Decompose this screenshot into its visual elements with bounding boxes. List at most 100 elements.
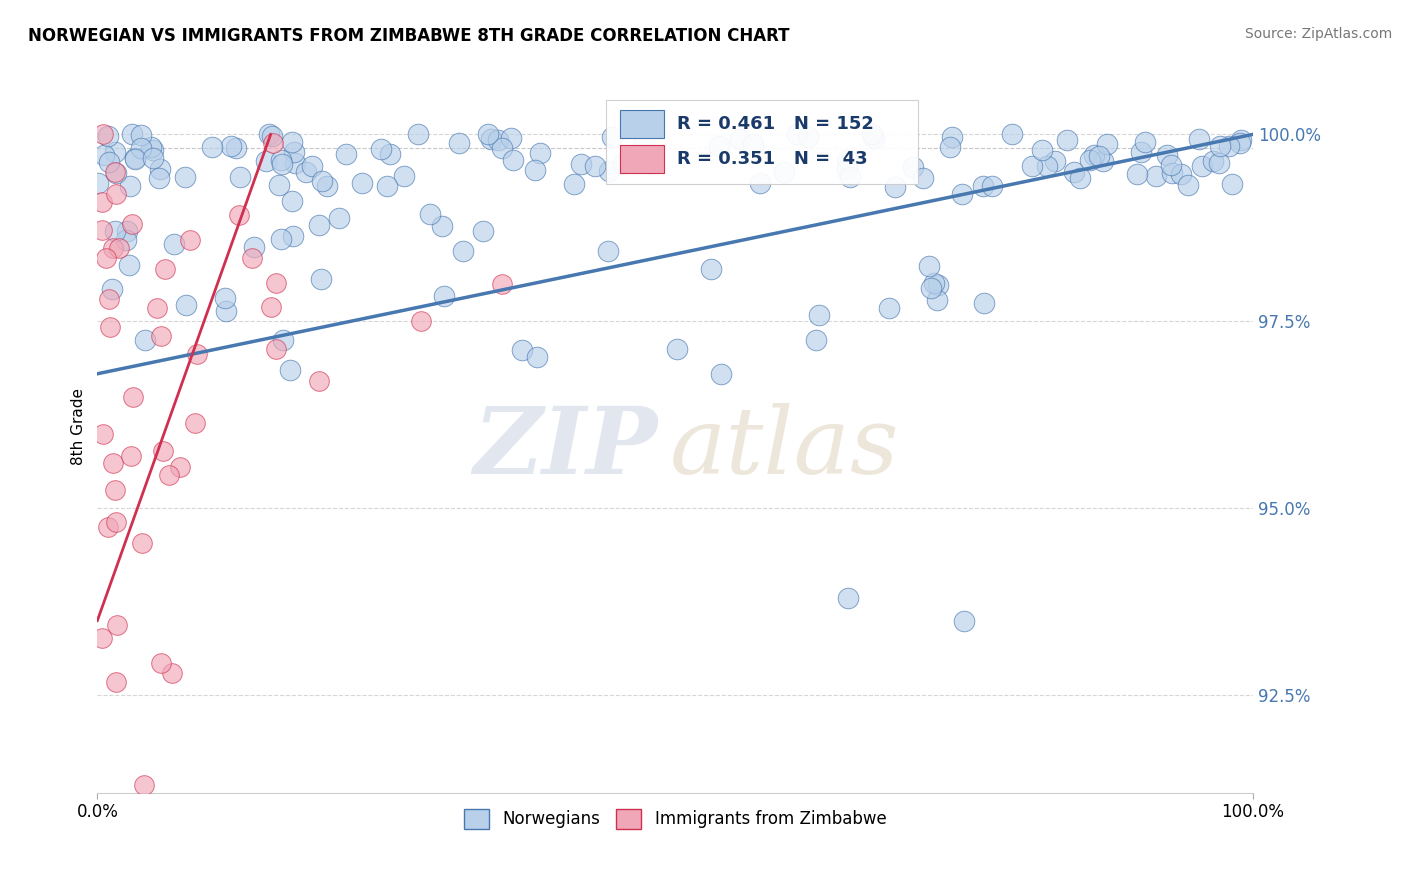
Y-axis label: 8th Grade: 8th Grade: [72, 388, 86, 465]
Point: [91, 195, 114, 210]
Point: [1083, 148, 1105, 162]
Point: [773, 165, 796, 179]
Point: [1056, 133, 1078, 147]
Point: [270, 153, 292, 167]
Point: [105, 618, 128, 632]
Point: [1144, 169, 1167, 183]
Point: [491, 141, 513, 155]
Point: [200, 139, 222, 153]
Point: [1156, 148, 1178, 162]
Point: [394, 169, 416, 183]
Point: [449, 136, 471, 150]
Point: [94, 251, 117, 265]
Point: [115, 224, 138, 238]
Point: [1035, 159, 1057, 173]
Point: [186, 346, 208, 360]
Point: [1069, 171, 1091, 186]
Text: ZIP: ZIP: [474, 403, 658, 493]
Point: [863, 131, 886, 145]
Point: [281, 136, 304, 150]
Point: [433, 289, 456, 303]
Point: [228, 208, 250, 222]
Point: [215, 304, 238, 318]
Point: [91, 427, 114, 442]
Point: [526, 350, 548, 364]
Point: [142, 151, 165, 165]
Point: [104, 224, 127, 238]
Point: [569, 157, 592, 171]
Point: [1191, 159, 1213, 173]
Point: [797, 129, 820, 144]
Point: [98, 292, 121, 306]
Point: [120, 178, 142, 193]
Point: [149, 162, 172, 177]
Text: R = 0.461   N = 152: R = 0.461 N = 152: [678, 115, 875, 133]
Point: [920, 281, 942, 295]
Point: [1220, 178, 1243, 192]
Point: [160, 666, 183, 681]
Point: [1129, 145, 1152, 159]
Point: [281, 194, 304, 208]
Point: [638, 156, 661, 170]
Point: [149, 329, 172, 343]
Point: [1001, 128, 1024, 142]
Point: [269, 178, 291, 193]
Point: [972, 178, 994, 193]
Point: [1209, 138, 1232, 153]
Point: [262, 128, 284, 143]
Point: [328, 211, 350, 226]
Point: [510, 343, 533, 357]
Point: [596, 244, 619, 259]
Point: [104, 165, 127, 179]
Point: [142, 143, 165, 157]
Point: [835, 153, 858, 168]
Point: [120, 449, 142, 463]
Point: [837, 591, 859, 606]
Point: [477, 128, 499, 142]
Point: [104, 145, 127, 160]
Point: [176, 298, 198, 312]
Point: [502, 153, 524, 167]
Point: [728, 132, 751, 146]
Point: [214, 292, 236, 306]
Point: [903, 160, 925, 174]
Point: [350, 176, 373, 190]
Point: [108, 242, 131, 256]
Point: [124, 151, 146, 165]
Point: [409, 314, 432, 328]
Point: [1088, 148, 1111, 162]
Point: [309, 271, 332, 285]
Point: [1160, 158, 1182, 172]
Point: [91, 223, 114, 237]
Point: [97, 520, 120, 534]
Point: [295, 165, 318, 179]
Bar: [620, 111, 664, 138]
Point: [472, 223, 495, 237]
Point: [104, 516, 127, 530]
Point: [941, 130, 963, 145]
Point: [1218, 139, 1240, 153]
Point: [1092, 154, 1115, 169]
Bar: [620, 145, 664, 173]
Point: [707, 138, 730, 153]
Point: [87, 176, 110, 190]
Point: [1229, 136, 1251, 151]
Point: [375, 178, 398, 193]
Point: [1021, 159, 1043, 173]
Point: [131, 536, 153, 550]
Point: [121, 217, 143, 231]
Point: [838, 170, 860, 185]
Point: [1043, 153, 1066, 168]
Point: [612, 157, 634, 171]
Point: [152, 444, 174, 458]
Bar: [606, 100, 918, 185]
Point: [486, 133, 509, 147]
Text: NORWEGIAN VS IMMIGRANTS FROM ZIMBABWE 8TH GRADE CORRELATION CHART: NORWEGIAN VS IMMIGRANTS FROM ZIMBABWE 8T…: [28, 27, 790, 45]
Point: [308, 374, 330, 388]
Point: [451, 244, 474, 259]
Point: [104, 675, 127, 690]
Point: [257, 128, 280, 142]
Point: [149, 656, 172, 670]
Point: [600, 130, 623, 145]
Point: [105, 186, 128, 201]
